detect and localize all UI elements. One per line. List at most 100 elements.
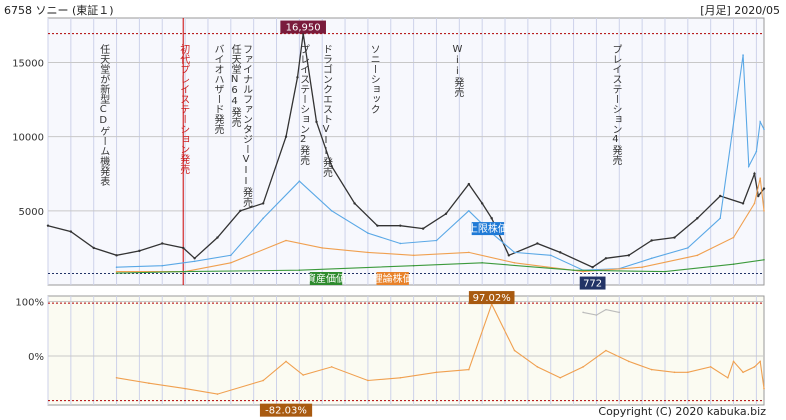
data-point-theoretical	[513, 261, 516, 264]
event-annotation: ソニーショック	[368, 44, 379, 114]
series-line-upper_band	[582, 309, 620, 316]
data-point-price	[115, 254, 118, 257]
data-point-price	[92, 246, 95, 250]
data-point-price	[757, 194, 760, 198]
data-point-price	[315, 120, 318, 124]
data-point-upper_limit	[161, 264, 164, 267]
data-point-theoretical	[732, 236, 735, 239]
data-point-asset_value	[298, 269, 301, 271]
data-point-theoretical	[753, 202, 756, 205]
data-point-deviation	[727, 376, 729, 379]
data-point-upper_band	[618, 311, 621, 314]
data-point-deviation	[115, 376, 118, 379]
data-point-theoretical	[321, 247, 324, 249]
event-annotation: ドラゴンクエストVII発売	[321, 44, 333, 177]
data-point-deviation	[536, 366, 539, 368]
y-tick-label: 10000	[12, 133, 44, 144]
value-tag-bg	[471, 222, 505, 236]
data-point-theoretical	[115, 270, 118, 273]
data-point-upper_limit	[755, 150, 758, 153]
value-tag-label: 上限株価	[468, 222, 508, 235]
value-tag-bg	[280, 20, 326, 34]
data-point-deviation	[559, 376, 562, 379]
data-point-price	[673, 236, 676, 239]
data-point-deviation	[605, 349, 607, 352]
data-point-deviation	[285, 360, 287, 363]
data-point-upper_limit	[115, 266, 118, 269]
data-point-price	[69, 230, 73, 233]
data-point-theoretical	[285, 239, 287, 242]
data-point-deviation	[513, 349, 516, 352]
data-point-upper_limit	[759, 121, 761, 123]
data-point-upper_limit	[719, 217, 722, 220]
data-point-price	[330, 165, 333, 168]
plot-area	[47, 295, 765, 406]
data-point-deviation	[582, 366, 584, 368]
data-point-deviation	[627, 360, 630, 363]
y-tick-label: 100%	[15, 297, 44, 308]
data-point-price	[296, 76, 299, 79]
value-tag-bg	[259, 403, 313, 417]
data-point-deviation	[435, 371, 438, 374]
data-point-price	[480, 202, 484, 205]
event-annotation: プレイステーション2発売	[298, 44, 310, 165]
data-point-theoretical	[759, 177, 761, 179]
data-point-price	[627, 254, 630, 257]
value-tag-label: 97.02%	[473, 293, 511, 304]
data-point-deviation	[742, 371, 744, 374]
data-point-deviation	[759, 360, 761, 363]
data-point-deviation	[650, 368, 653, 371]
data-point-price	[193, 257, 196, 260]
data-point-upper_limit	[193, 260, 196, 263]
data-point-upper_limit	[687, 247, 689, 249]
y-tick-label: 0%	[28, 352, 44, 363]
data-point-price	[536, 242, 539, 245]
value-tag-label: 理論株価	[373, 272, 413, 285]
series-line-upper_limit	[116, 55, 765, 271]
value-tag-label: 資産価値	[306, 272, 346, 285]
data-point-deviation	[709, 366, 712, 368]
data-point-price	[261, 202, 265, 205]
data-point-upper_limit	[513, 251, 516, 254]
event-annotation: 初代プレイステーション発売	[178, 43, 190, 174]
value-tag-label: 772	[583, 279, 602, 290]
data-point-upper_limit	[367, 232, 369, 234]
data-point-asset_value	[481, 261, 483, 264]
data-point-deviation	[148, 382, 150, 385]
event-annotation: Wii発売	[452, 44, 464, 97]
data-point-deviation	[262, 379, 264, 382]
value-tag-bg	[309, 272, 343, 285]
data-point-price	[762, 187, 766, 190]
data-point-deviation	[216, 393, 219, 395]
y-tick-label: 5000	[19, 207, 44, 218]
series-line-price	[47, 33, 765, 268]
series-line-theoretical	[116, 178, 765, 273]
event-annotation: プレイステーション4発売	[610, 44, 622, 165]
data-point-theoretical	[763, 210, 765, 212]
data-point-upper_limit	[650, 257, 653, 260]
plot-area	[47, 17, 765, 286]
data-point-asset_value	[412, 264, 415, 267]
data-point-price	[182, 246, 185, 250]
event-annotation: 任天堂N64発売	[229, 43, 241, 127]
data-point-price	[591, 266, 594, 269]
event-annotation: ファイナルファンタジーVII発売	[241, 44, 253, 207]
data-point-price	[284, 135, 288, 138]
data-point-price	[741, 202, 745, 205]
data-point-asset_value	[184, 270, 186, 273]
data-point-upper_limit	[742, 54, 744, 56]
data-point-upper_limit	[747, 165, 750, 168]
data-point-upper_limit	[262, 217, 264, 220]
data-point-asset_value	[572, 269, 575, 271]
data-point-price	[467, 182, 471, 186]
data-point-asset_value	[732, 263, 735, 266]
data-point-deviation	[184, 387, 186, 390]
data-point-price	[399, 224, 402, 227]
data-point-theoretical	[468, 251, 470, 254]
data-point-price	[216, 236, 219, 239]
data-point-asset_value	[115, 272, 118, 274]
data-point-price	[507, 254, 511, 257]
data-point-theoretical	[582, 270, 584, 273]
data-point-upper_limit	[230, 254, 232, 257]
data-point-deviation	[732, 360, 735, 363]
